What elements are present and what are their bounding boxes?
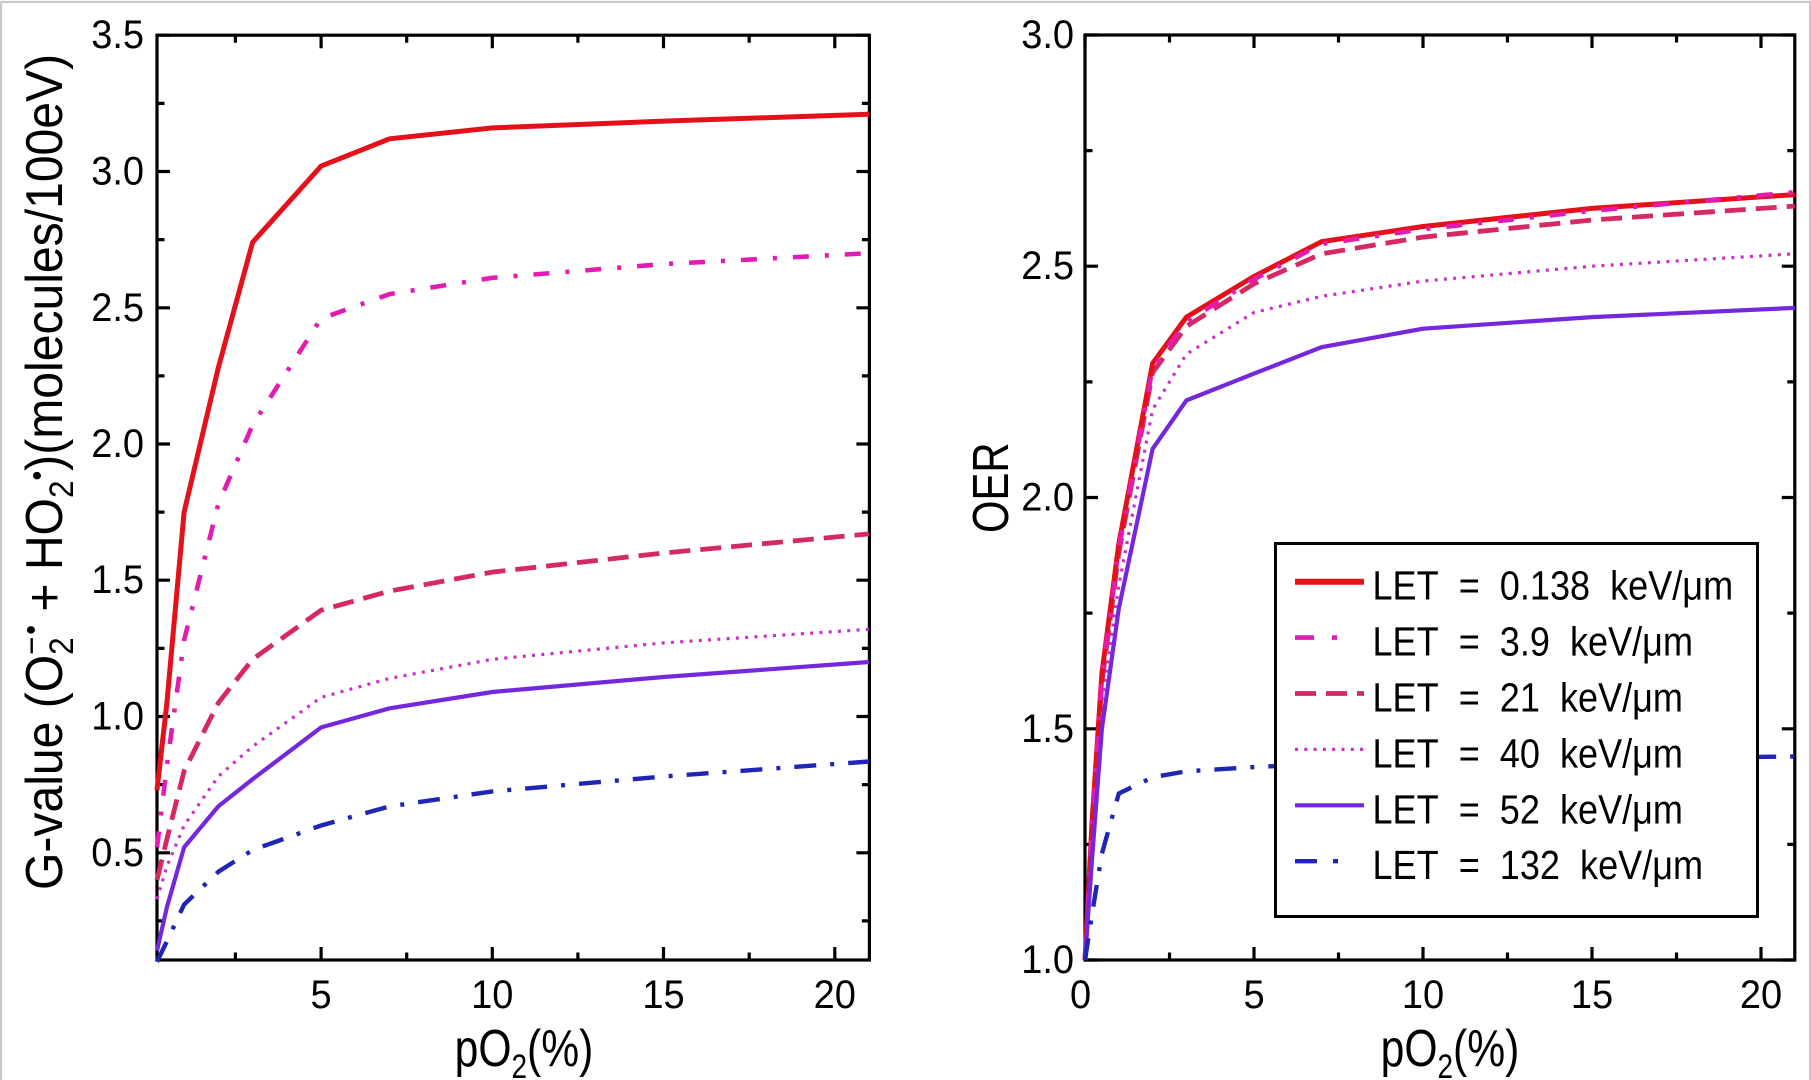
svg-text:G-value (O2−• + HO2•)(molecule: G-value (O2−• + HO2•)(molecules/100eV) [12,54,80,890]
svg-text:LET = 3.9 keV/μm: LET = 3.9 keV/μm [1373,620,1694,666]
svg-text:1.5: 1.5 [91,558,144,602]
svg-text:LET = 52 keV/μm: LET = 52 keV/μm [1373,787,1683,833]
svg-text:2.5: 2.5 [1021,244,1074,288]
svg-text:1.5: 1.5 [1021,707,1074,751]
svg-text:3.0: 3.0 [1021,13,1074,57]
svg-text:10: 10 [471,973,513,1017]
svg-text:LET = 132 keV/μm: LET = 132 keV/μm [1373,843,1704,889]
svg-text:LET = 0.138 keV/μm: LET = 0.138 keV/μm [1373,564,1734,610]
svg-text:0.5: 0.5 [91,831,144,875]
svg-text:OER: OER [962,442,1019,533]
svg-text:20: 20 [1740,973,1782,1017]
svg-text:LET = 40 keV/μm: LET = 40 keV/μm [1373,731,1683,777]
svg-text:1.0: 1.0 [91,695,144,739]
svg-text:LET = 21 keV/μm: LET = 21 keV/μm [1373,675,1683,721]
svg-text:1.0: 1.0 [1021,938,1074,982]
svg-text:5: 5 [1243,973,1264,1017]
svg-text:5: 5 [311,973,332,1017]
svg-text:20: 20 [814,973,856,1017]
svg-text:pO2(%): pO2(%) [455,1020,594,1080]
svg-text:3.0: 3.0 [91,150,144,194]
svg-text:2.0: 2.0 [1021,476,1074,520]
svg-text:10: 10 [1402,973,1444,1017]
svg-text:2.5: 2.5 [91,286,144,330]
svg-text:15: 15 [642,973,684,1017]
svg-text:3.5: 3.5 [91,13,144,57]
svg-text:0: 0 [1070,973,1091,1017]
svg-text:2.0: 2.0 [91,422,144,466]
svg-text:15: 15 [1571,973,1613,1017]
